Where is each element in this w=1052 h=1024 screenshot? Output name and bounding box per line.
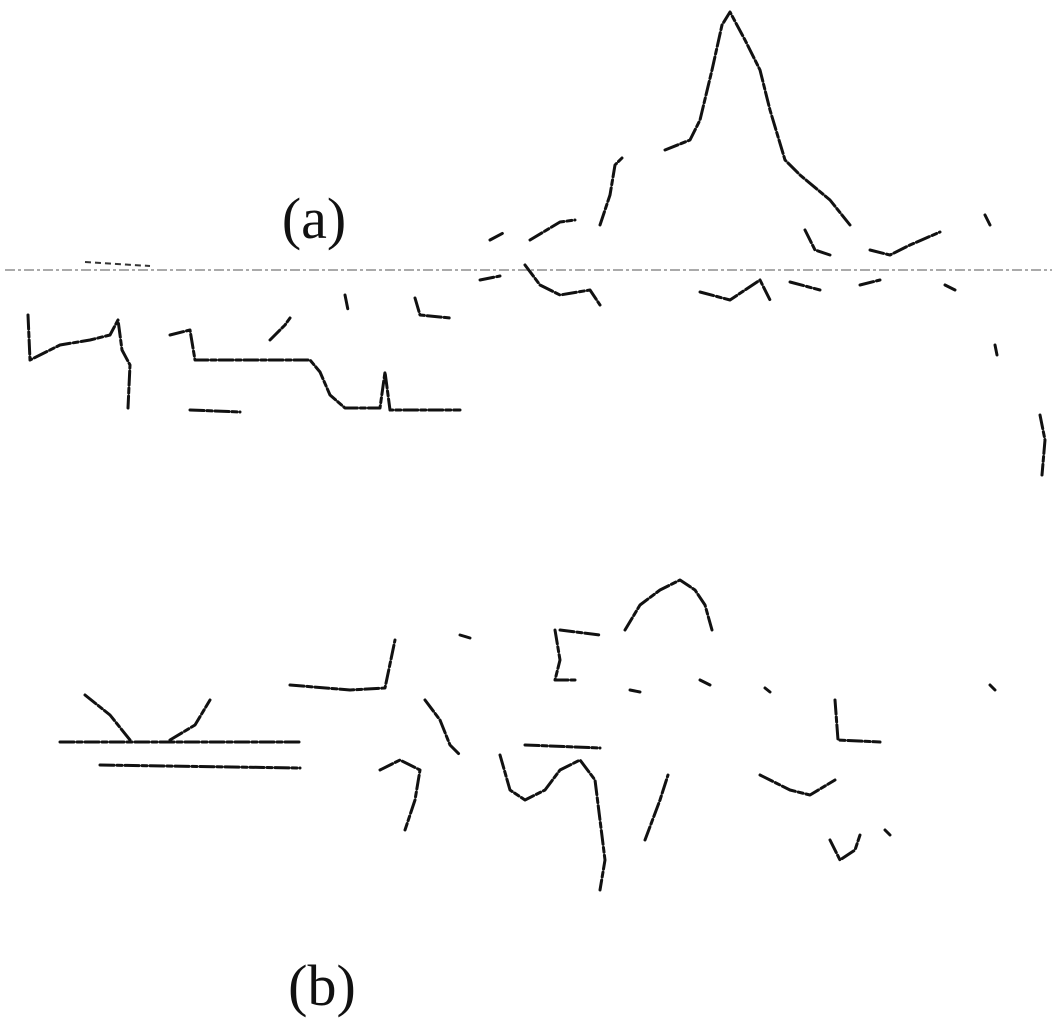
edge: [288, 578, 997, 694]
edge: [488, 10, 852, 242]
edge: [58, 693, 302, 770]
edge: [803, 213, 992, 257]
edge: [758, 698, 892, 862]
edge: [26, 313, 462, 414]
panel-b-edges: [58, 578, 997, 892]
edge: [378, 698, 670, 892]
panel-a-edges: [5, 10, 1052, 477]
edge: [478, 263, 957, 307]
panel-label: (b): [288, 953, 356, 1018]
edge: [343, 293, 452, 320]
edge: [84, 261, 151, 267]
panel-label: (a): [282, 186, 346, 251]
edge: [993, 343, 1047, 477]
